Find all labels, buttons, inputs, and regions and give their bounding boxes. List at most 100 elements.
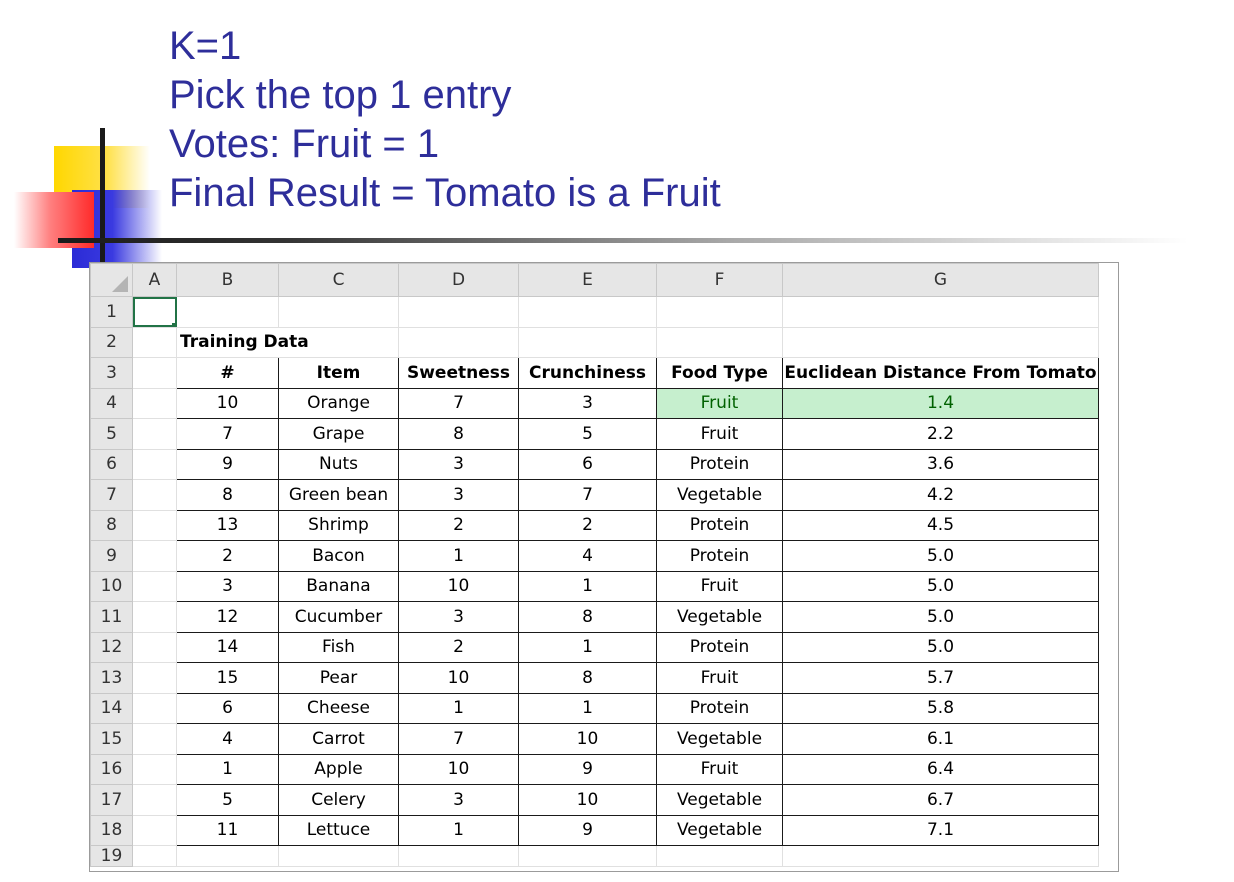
distance-cell[interactable]: 1.4: [782, 387, 1099, 419]
number-cell[interactable]: 9: [176, 448, 279, 480]
row-header-18[interactable]: 18: [90, 814, 133, 846]
row-header-8[interactable]: 8: [90, 509, 133, 541]
sweetness-cell[interactable]: 7: [398, 723, 519, 755]
cell[interactable]: [132, 692, 177, 724]
cell[interactable]: [132, 540, 177, 572]
number-cell[interactable]: 6: [176, 692, 279, 724]
distance-cell[interactable]: 3.6: [782, 448, 1099, 480]
column-header-d[interactable]: D: [398, 263, 519, 297]
food-type-cell[interactable]: Fruit: [656, 418, 783, 450]
sweetness-cell[interactable]: 2: [398, 631, 519, 663]
item-cell[interactable]: Grape: [278, 418, 399, 450]
crunchiness-cell[interactable]: 7: [518, 479, 657, 511]
distance-header[interactable]: Euclidean Distance From Tomato: [782, 357, 1099, 389]
cell[interactable]: [132, 448, 177, 480]
number-cell[interactable]: 7: [176, 418, 279, 450]
crunchiness-cell[interactable]: 3: [518, 387, 657, 419]
item-cell[interactable]: Celery: [278, 784, 399, 816]
training-data-label[interactable]: Training Data: [176, 326, 399, 358]
food-type-cell[interactable]: Vegetable: [656, 601, 783, 633]
food-type-cell[interactable]: Protein: [656, 631, 783, 663]
cell[interactable]: [132, 479, 177, 511]
item-cell[interactable]: Green bean: [278, 479, 399, 511]
food-type-cell[interactable]: Fruit: [656, 753, 783, 785]
item-cell[interactable]: Cucumber: [278, 601, 399, 633]
crunchiness-cell[interactable]: 1: [518, 570, 657, 602]
cell[interactable]: [518, 845, 657, 867]
food-type-cell[interactable]: Vegetable: [656, 479, 783, 511]
row-header-16[interactable]: 16: [90, 753, 133, 785]
sweetness-cell[interactable]: 7: [398, 387, 519, 419]
distance-cell[interactable]: 5.7: [782, 662, 1099, 694]
food-type-cell[interactable]: Vegetable: [656, 814, 783, 846]
sweetness-cell[interactable]: 8: [398, 418, 519, 450]
item-cell[interactable]: Apple: [278, 753, 399, 785]
row-header-1[interactable]: 1: [90, 296, 133, 328]
cell[interactable]: [518, 326, 657, 358]
cell[interactable]: [132, 601, 177, 633]
food-type-cell[interactable]: Protein: [656, 509, 783, 541]
number-cell[interactable]: 5: [176, 784, 279, 816]
cell[interactable]: [132, 753, 177, 785]
cell[interactable]: [132, 723, 177, 755]
row-header-4[interactable]: 4: [90, 387, 133, 419]
number-header[interactable]: #: [176, 357, 279, 389]
distance-cell[interactable]: 5.0: [782, 631, 1099, 663]
cell[interactable]: [132, 418, 177, 450]
item-cell[interactable]: Bacon: [278, 540, 399, 572]
number-cell[interactable]: 12: [176, 601, 279, 633]
cell[interactable]: [132, 570, 177, 602]
cell[interactable]: [656, 845, 783, 867]
distance-cell[interactable]: 2.2: [782, 418, 1099, 450]
cell[interactable]: [398, 296, 519, 328]
crunchiness-cell[interactable]: 8: [518, 601, 657, 633]
number-cell[interactable]: 11: [176, 814, 279, 846]
sweetness-header[interactable]: Sweetness: [398, 357, 519, 389]
row-header-13[interactable]: 13: [90, 662, 133, 694]
number-cell[interactable]: 15: [176, 662, 279, 694]
cell[interactable]: [278, 296, 399, 328]
column-header-e[interactable]: E: [518, 263, 657, 297]
cell[interactable]: [132, 631, 177, 663]
column-header-b[interactable]: B: [176, 263, 279, 297]
food-type-cell[interactable]: Fruit: [656, 662, 783, 694]
item-cell[interactable]: Pear: [278, 662, 399, 694]
item-cell[interactable]: Nuts: [278, 448, 399, 480]
item-cell[interactable]: Fish: [278, 631, 399, 663]
sweetness-cell[interactable]: 10: [398, 662, 519, 694]
cell[interactable]: [176, 296, 279, 328]
item-cell[interactable]: Lettuce: [278, 814, 399, 846]
row-header-9[interactable]: 9: [90, 540, 133, 572]
cell[interactable]: [398, 326, 519, 358]
food-type-cell[interactable]: Vegetable: [656, 723, 783, 755]
number-cell[interactable]: 1: [176, 753, 279, 785]
crunchiness-cell[interactable]: 1: [518, 692, 657, 724]
crunchiness-cell[interactable]: 1: [518, 631, 657, 663]
item-header[interactable]: Item: [278, 357, 399, 389]
sweetness-cell[interactable]: 1: [398, 692, 519, 724]
crunchiness-cell[interactable]: 9: [518, 753, 657, 785]
row-header-15[interactable]: 15: [90, 723, 133, 755]
distance-cell[interactable]: 7.1: [782, 814, 1099, 846]
distance-cell[interactable]: 6.1: [782, 723, 1099, 755]
row-header-3[interactable]: 3: [90, 357, 133, 389]
item-cell[interactable]: Shrimp: [278, 509, 399, 541]
distance-cell[interactable]: 5.8: [782, 692, 1099, 724]
item-cell[interactable]: Cheese: [278, 692, 399, 724]
row-header-19[interactable]: 19: [90, 845, 133, 867]
column-header-g[interactable]: G: [782, 263, 1099, 297]
distance-cell[interactable]: 6.4: [782, 753, 1099, 785]
item-cell[interactable]: Banana: [278, 570, 399, 602]
row-header-11[interactable]: 11: [90, 601, 133, 633]
number-cell[interactable]: 8: [176, 479, 279, 511]
food-type-cell[interactable]: Fruit: [656, 387, 783, 419]
sweetness-cell[interactable]: 3: [398, 479, 519, 511]
row-header-14[interactable]: 14: [90, 692, 133, 724]
sweetness-cell[interactable]: 1: [398, 540, 519, 572]
select-all-corner[interactable]: [90, 263, 133, 297]
distance-cell[interactable]: 5.0: [782, 540, 1099, 572]
cell[interactable]: [132, 387, 177, 419]
cell[interactable]: [132, 357, 177, 389]
column-header-a[interactable]: A: [132, 263, 177, 297]
column-header-c[interactable]: C: [278, 263, 399, 297]
